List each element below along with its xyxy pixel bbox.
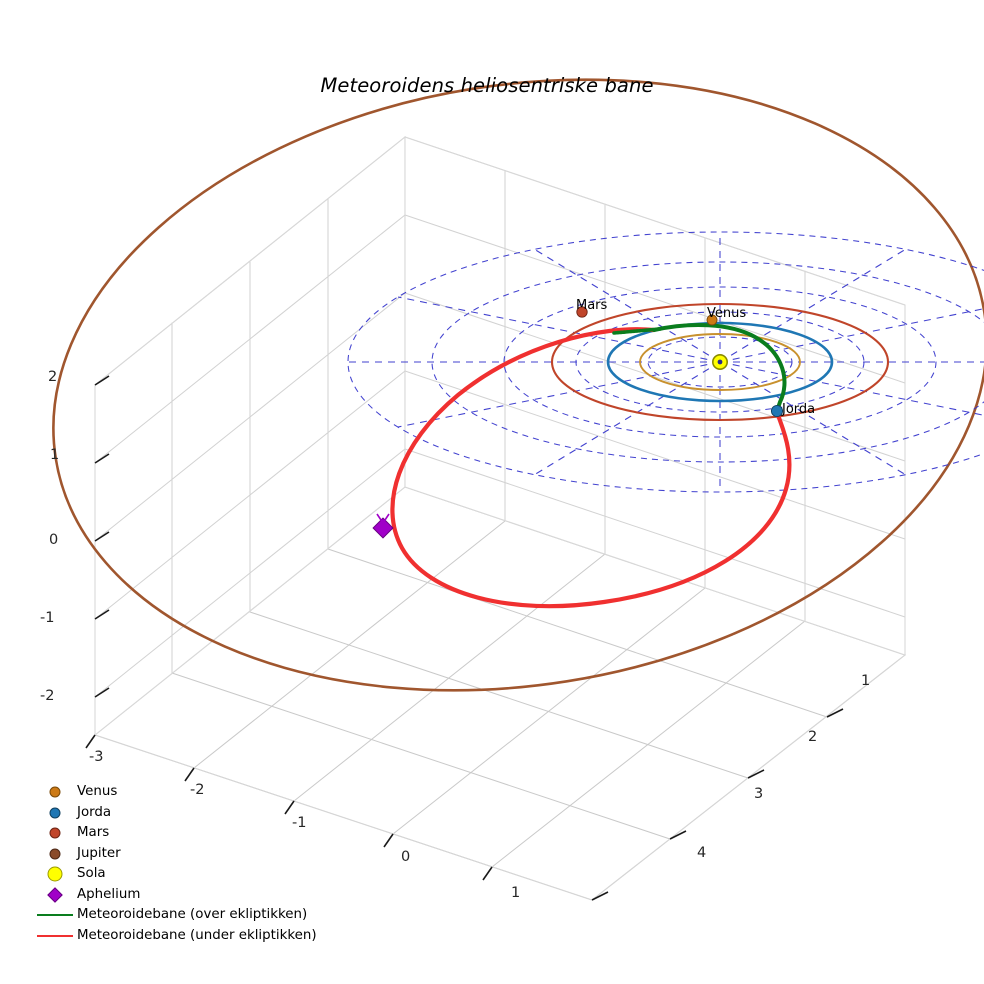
legend-item-meteoroid-above[interactable]: Meteoroidebane (over ekliptikken) bbox=[33, 905, 353, 926]
green-line-icon bbox=[33, 905, 77, 926]
z-tick: -1 bbox=[40, 610, 55, 626]
z-tick: 0 bbox=[49, 532, 59, 548]
chart-title: Meteoroidens heliosentriske bane bbox=[0, 74, 984, 97]
jupiter-orbit bbox=[52, 78, 984, 692]
venus-marker bbox=[706, 314, 718, 326]
legend-item-mars[interactable]: Mars bbox=[33, 823, 353, 844]
venus-marker-icon bbox=[33, 782, 77, 803]
x-tick: -3 bbox=[89, 749, 104, 765]
legend-item-sola[interactable]: Sola bbox=[33, 864, 353, 885]
legend-item-meteoroid-below[interactable]: Meteoroidebane (under ekliptikken) bbox=[33, 926, 353, 947]
jupiter-marker-icon bbox=[33, 844, 77, 865]
mars-marker-icon bbox=[33, 823, 77, 844]
venus-orbit bbox=[639, 333, 801, 391]
mars-marker bbox=[576, 306, 588, 318]
aphelium-marker-icon bbox=[33, 885, 77, 906]
axis-ticks bbox=[85, 375, 844, 901]
y-tick: 1 bbox=[861, 673, 871, 689]
jorda-marker-icon bbox=[33, 803, 77, 824]
mars-orbit bbox=[550, 302, 890, 422]
jorda-marker bbox=[770, 404, 784, 418]
legend-label: Jorda bbox=[77, 804, 112, 820]
x-tick: -1 bbox=[292, 815, 307, 831]
aphelium-marker bbox=[372, 513, 394, 539]
legend-item-jorda[interactable]: Jorda bbox=[33, 803, 353, 824]
z-tick: 1 bbox=[50, 447, 60, 463]
chart-legend: Venus Jorda Mars Jupiter Sola bbox=[33, 782, 353, 946]
legend-label: Venus bbox=[77, 784, 118, 799]
legend-item-jupiter[interactable]: Jupiter bbox=[33, 844, 353, 865]
y-tick: 4 bbox=[697, 845, 707, 861]
z-tick: -2 bbox=[40, 688, 55, 704]
x-tick: 1 bbox=[511, 885, 521, 901]
mars-label: Mars bbox=[576, 298, 608, 313]
red-line-icon bbox=[33, 926, 77, 947]
y-tick: 3 bbox=[754, 786, 764, 802]
legend-item-aphelium[interactable]: Aphelium bbox=[33, 885, 353, 906]
z-tick: 2 bbox=[48, 369, 58, 385]
legend-label: Jupiter bbox=[77, 845, 121, 861]
legend-label: Sola bbox=[77, 866, 106, 881]
venus-label: Venus bbox=[707, 306, 747, 321]
legend-label: Mars bbox=[77, 825, 110, 840]
x-tick: 0 bbox=[401, 849, 411, 865]
legend-item-venus[interactable]: Venus bbox=[33, 782, 353, 803]
y-tick: 2 bbox=[808, 729, 818, 745]
jorda-label: Jorda bbox=[782, 402, 816, 417]
sola-marker-icon bbox=[33, 864, 77, 885]
body-markers bbox=[372, 306, 784, 539]
legend-label: Meteoroidebane (under ekliptikken) bbox=[77, 927, 317, 943]
chart-title-text: Meteoroidens heliosentriske bane bbox=[320, 74, 654, 97]
earth-orbit bbox=[606, 321, 834, 403]
axes3d-panes bbox=[93, 135, 907, 901]
legend-label: Aphelium bbox=[77, 886, 141, 902]
x-tick: -2 bbox=[190, 782, 205, 798]
legend-label: Meteoroidebane (over ekliptikken) bbox=[77, 907, 308, 922]
